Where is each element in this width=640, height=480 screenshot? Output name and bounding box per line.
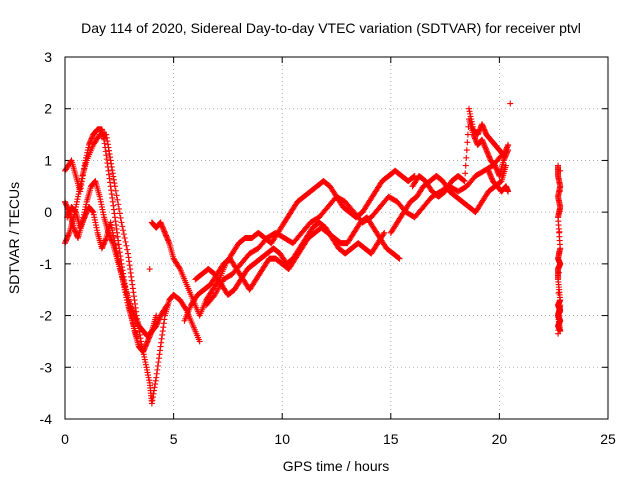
tick-labels: 0 5 10 15 20 25 -4 -3 -2 -1 0 1 2 3 [40,49,616,447]
data-point-marker [555,289,562,296]
data-point-marker [462,162,469,169]
data-point-marker [133,333,140,340]
data-point-marker [460,177,467,184]
data-point-marker [497,178,504,185]
data-point-marker [464,139,471,146]
data-point-marker [119,223,126,230]
data-point-marker [555,310,562,317]
data-point-marker [116,205,123,212]
data-series: track D [64,203,140,340]
data-point-marker [381,229,388,236]
data-point-marker [555,269,562,276]
data-point-marker [146,266,153,273]
data-point-marker [163,303,170,310]
data-point-marker [114,196,121,203]
data-point-marker [507,100,514,107]
data-point-marker [556,188,563,195]
data-series: isolated [146,100,514,273]
y-tick-label: -1 [40,256,53,272]
x-axis-label: GPS time / hours [283,458,390,474]
data-point-marker [210,293,217,300]
data-point-marker [557,167,564,174]
data-point-marker [556,208,563,215]
data-point-marker [120,227,127,234]
data-series: track C [62,178,171,340]
data-series: track E [148,167,418,319]
data-point-marker [112,187,119,194]
data-point-marker [115,201,122,208]
y-tick-label: -2 [40,308,53,324]
data-point-marker [410,173,417,180]
y-axis-label: SDTVAR / TECUs [6,182,22,294]
data-series: track K [465,105,512,159]
data-point-marker [116,210,123,217]
data-point-marker [113,192,120,199]
data-point-marker [461,178,468,185]
data-point-marker [556,228,563,235]
data-point-marker [121,235,128,241]
data-point-marker [396,255,403,262]
data-series: track F [181,214,403,324]
data-points: track Atrack Btrack Ctrack Dtrack Etrack… [62,100,564,407]
data-point-marker [196,338,203,345]
y-tick-label: 1 [44,152,52,168]
x-tick-label: 20 [492,431,508,447]
y-tick-label: -3 [40,359,53,375]
data-series: track H [203,152,505,309]
x-tick-label: 25 [600,431,616,447]
data-point-marker [505,141,512,148]
y-tick-label: 2 [44,101,52,117]
data-series: track I [387,162,509,236]
data-point-marker [463,154,470,161]
x-tick-label: 10 [274,431,290,447]
data-point-marker [120,231,127,238]
y-tick-label: 3 [44,49,52,65]
data-point-marker [555,330,562,337]
data-point-marker [463,147,470,154]
data-point-marker [123,242,130,249]
data-point-marker [124,246,131,253]
chart-title: Day 114 of 2020, Sidereal Day-to-day VTE… [81,20,581,36]
data-point-marker [395,255,402,262]
data-point-marker [122,238,129,245]
data-point-marker [502,162,509,169]
data-point-marker [117,214,124,221]
data-point-marker [118,219,125,226]
data-point-marker [176,264,183,271]
data-point-marker [164,302,171,309]
data-point-marker [380,231,387,238]
x-tick-label: 0 [61,431,69,447]
data-series: cluster 22.7h [555,162,564,337]
data-point-marker [556,249,563,256]
x-tick-label: 15 [383,431,399,447]
x-tick-label: 5 [170,431,178,447]
data-series: track L [485,167,512,195]
y-tick-label: -4 [40,411,53,427]
data-series: track G [192,219,388,298]
data-point-marker [505,188,512,195]
data-point-marker [464,131,471,138]
data-point-marker [462,170,469,177]
plot-frame [64,56,609,420]
y-tick-label: 0 [44,204,52,220]
